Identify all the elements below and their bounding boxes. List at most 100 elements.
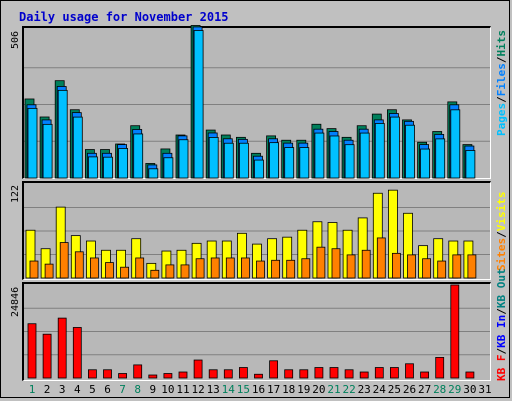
kbf-bar (269, 360, 279, 379)
day-label: 17 (266, 383, 281, 396)
sites-bar (150, 269, 160, 279)
pages-bar (329, 135, 340, 179)
kbf-bar (27, 323, 37, 379)
kbf-bar (344, 369, 354, 379)
day-label: 6 (104, 383, 111, 396)
day-label: 31 (478, 383, 492, 396)
pages-bar (238, 142, 249, 179)
kbf-bar (405, 363, 414, 379)
sites-bar (316, 246, 326, 279)
kbf-bar (148, 374, 158, 379)
sites-bar (391, 252, 401, 279)
kbf-bar (435, 357, 445, 379)
kbf-bar (359, 371, 369, 379)
pages-bar (254, 159, 264, 179)
sites-bar (90, 257, 99, 279)
pages-bar (374, 123, 385, 179)
day-label: 1 (28, 383, 36, 396)
pages-bar (465, 150, 476, 179)
kbf-bar (57, 317, 67, 379)
kbf-bar (314, 367, 324, 379)
pages-bar (359, 132, 370, 179)
sites-bar (120, 266, 129, 279)
pages-bar (178, 139, 189, 179)
day-label: 4 (73, 383, 81, 396)
pages-bar (208, 137, 219, 179)
kbf-bar (329, 367, 339, 379)
kbf-bar (450, 284, 460, 379)
kbf-bar (254, 373, 263, 379)
sites-bar (256, 260, 265, 279)
kbf-bar (178, 371, 188, 379)
pages-bar (389, 116, 400, 179)
kbf-bar (299, 369, 309, 379)
kbf-bar (163, 373, 173, 379)
day-label: 21 (327, 383, 341, 396)
pages-bar (435, 138, 446, 179)
pages-bar (88, 156, 98, 179)
sites-bar (44, 263, 54, 279)
day-label: 5 (89, 383, 96, 396)
kbf-bar (284, 369, 294, 379)
day-label: 20 (312, 383, 326, 396)
pages-bar (223, 142, 234, 179)
sites-bar (422, 258, 432, 279)
day-label: 30 (463, 383, 477, 396)
sites-bar (301, 258, 311, 279)
pages-bar (27, 107, 38, 179)
pages-bar (450, 109, 461, 179)
pages-bar (133, 133, 144, 179)
kbf-bar (208, 369, 218, 379)
sites-bar (210, 257, 220, 279)
pages-bar (193, 30, 204, 179)
sites-bar (135, 257, 145, 279)
pages-bar (57, 89, 68, 179)
kbf-bar (420, 371, 430, 379)
day-label: 16 (251, 383, 266, 396)
sites-bar (286, 259, 296, 279)
day-label: 23 (357, 383, 371, 396)
day-label: 24 (372, 383, 386, 396)
pages-bar (299, 147, 310, 179)
kbf-bar (133, 364, 143, 379)
day-label: 22 (342, 383, 356, 396)
sites-bar (467, 254, 477, 279)
pages-bar (420, 148, 431, 179)
sites-bar (105, 262, 114, 279)
day-label: 27 (417, 383, 432, 396)
kbf-bar (118, 373, 127, 379)
sites-bar (74, 251, 84, 279)
kbf-bar (374, 367, 384, 379)
pages-bar (148, 168, 159, 179)
sites-bar (361, 249, 371, 279)
sites-bar (452, 254, 462, 279)
day-label: 18 (282, 383, 296, 396)
day-label: 25 (387, 383, 402, 396)
kbf-bar (389, 367, 399, 379)
pages-bar (163, 157, 174, 179)
day-label: 8 (134, 383, 141, 396)
day-label: 28 (433, 383, 447, 396)
sites-bar (346, 254, 356, 279)
kbf-bar (42, 333, 52, 379)
day-label: 10 (161, 383, 175, 396)
chart-title: Daily usage for November 2015 (19, 10, 229, 24)
day-label: 14 (221, 383, 235, 396)
sites-bar (165, 264, 175, 279)
sites-bar (180, 264, 190, 279)
pages-bar (284, 147, 295, 179)
sites-bar (59, 242, 69, 279)
day-label: 19 (297, 383, 311, 396)
day-label: 7 (119, 383, 126, 396)
sites-bar (437, 260, 447, 279)
sites-bar (240, 257, 250, 279)
sites-bar (407, 254, 416, 279)
kbf-bar (238, 367, 248, 379)
pages-bar (118, 148, 128, 179)
day-label: 26 (402, 383, 417, 396)
day-label: 11 (176, 383, 190, 396)
kbf-bar (103, 369, 112, 379)
pages-bar (314, 132, 325, 179)
sites-bar (29, 260, 39, 279)
